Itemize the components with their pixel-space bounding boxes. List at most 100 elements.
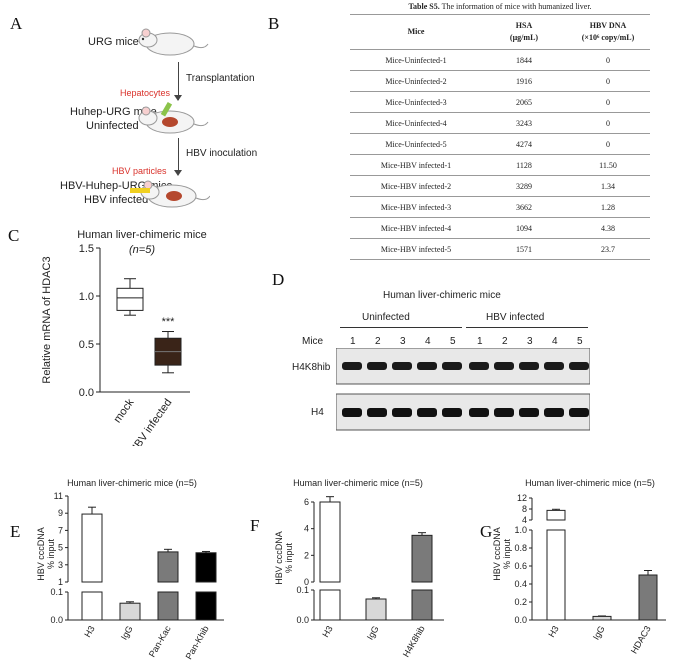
bar-h3-upper	[546, 509, 566, 521]
bar-pan-kac-upper	[157, 551, 179, 583]
lane-number: 5	[577, 336, 583, 347]
table-row: Mice-HBV infected-2 3289 1.34	[350, 175, 650, 197]
y-tick-label: 9	[58, 508, 63, 518]
urg-mice-label: URG mice	[88, 36, 139, 48]
lane-number: 3	[400, 336, 406, 347]
chart-title: Human liver-chimeric mice (n=5)	[525, 478, 655, 488]
bar-h3-upper	[319, 501, 341, 583]
y-tick-label: 2	[304, 550, 309, 560]
huhep-urg-label: Huhep-URG mice	[70, 106, 157, 118]
bar-igg	[365, 598, 387, 621]
table-cell-hsa: 4274	[482, 133, 566, 155]
table-cell-hsa: 3662	[482, 196, 566, 218]
bar-h4k8hib	[411, 589, 433, 621]
band-h4	[469, 408, 489, 417]
urg-mouse-illustration	[138, 28, 209, 56]
col-hbv: HBV DNA (×10⁶ copy/mL)	[566, 14, 650, 50]
lane-number: 1	[350, 336, 356, 347]
table-cell-hsa: 3243	[482, 112, 566, 134]
band-h4	[494, 408, 514, 417]
x-tick-label: IgG	[119, 624, 135, 642]
y-tick-label: 0	[304, 577, 309, 587]
y-tick-label: 0.6	[514, 561, 527, 571]
panel-g-label: G	[480, 522, 493, 541]
bar-h4k8hib-upper	[411, 534, 433, 583]
band-h4k8hib	[342, 362, 362, 370]
band-h4	[367, 408, 387, 417]
panel-e-label: E	[10, 522, 21, 541]
mice-info-table: Mice HSA (µg/mL) HBV DNA (×10⁶ copy/mL) Mi…	[350, 14, 650, 260]
lane-number: 4	[552, 336, 558, 347]
bar-pan-kac	[157, 591, 179, 621]
y-tick-label: 0.1	[296, 585, 309, 595]
table-row: Mice-HBV infected-1 1128 11.50	[350, 154, 650, 176]
table-cell-hbv: 0	[566, 49, 650, 71]
table-cell-mice: Mice-Uninfected-4	[350, 112, 482, 134]
y-tick-label: 0.1	[50, 587, 63, 597]
band-h4	[569, 408, 589, 417]
blot-title: Human liver-chimeric mice	[383, 290, 501, 301]
table-cell-mice: Mice-HBV infected-5	[350, 238, 482, 260]
y-tick-label: 11	[54, 491, 63, 501]
band-h4k8hib	[494, 362, 514, 370]
y-tick-label: 8	[522, 504, 527, 514]
band-h4	[417, 408, 437, 417]
band-h4k8hib	[392, 362, 412, 370]
table-cell-hsa: 2065	[482, 91, 566, 113]
western-blot	[336, 348, 590, 431]
bar-pan-khib-upper	[195, 552, 217, 583]
x-tick-label: Pan-Kac	[147, 624, 173, 659]
band-h4	[342, 408, 362, 417]
table-cell-mice: Mice-Uninfected-2	[350, 70, 482, 92]
x-tick-label: H4K8hib	[401, 624, 427, 659]
x-tick-label: H3	[82, 624, 96, 639]
y-tick-label: 0.0	[50, 615, 63, 625]
significance-annotation: ***	[162, 316, 176, 328]
y-axis-label: % input	[284, 542, 294, 573]
lane-number: 4	[425, 336, 431, 347]
table-cell-hsa: 1844	[482, 49, 566, 71]
table-cell-hsa: 1128	[482, 154, 566, 176]
bar-igg	[592, 615, 612, 621]
y-axis-label: % input	[46, 538, 56, 569]
x-tick-label: mock	[112, 396, 137, 425]
group-hbv-infected: HBV infected	[486, 312, 545, 323]
table-row: Mice-Uninfected-5 4274 0	[350, 133, 650, 155]
table-cell-hbv: 1.34	[566, 175, 650, 197]
y-tick-label: 4	[304, 524, 309, 534]
band-label-h4: H4	[311, 407, 324, 418]
lane-number: 2	[375, 336, 381, 347]
panel-c-boxplot: Human liver-chimeric mice (n=5) 0.0 0.5 1.0 1…	[41, 229, 207, 446]
bar-igg	[119, 602, 141, 621]
table-cell-hbv: 23.7	[566, 238, 650, 260]
table-cell-mice: Mice-Uninfected-3	[350, 91, 482, 113]
y-tick-label: 12	[517, 493, 527, 503]
panel-d-label: D	[272, 270, 285, 289]
caption-bold: Table S5.	[408, 2, 440, 11]
table-cell-hbv: 0	[566, 112, 650, 134]
group-line-uninfected	[340, 327, 462, 328]
table-cell-hbv: 4.38	[566, 217, 650, 239]
group-line-hbv	[466, 327, 588, 328]
y-tick-label: 4	[522, 515, 527, 525]
y-tick-label: 0.2	[514, 597, 527, 607]
chart-title: Human liver-chimeric mice (n=5)	[67, 478, 197, 488]
y-tick-label: 5	[58, 543, 63, 553]
table-row: Mice-Uninfected-4 3243 0	[350, 112, 650, 134]
bar-h3	[319, 589, 341, 621]
panel-a-label: A	[10, 14, 23, 33]
y-axis-label: HBV cccDNA	[36, 527, 46, 581]
y-tick-label: 0.4	[514, 579, 527, 589]
hbv-inoculation-label: HBV inoculation	[186, 148, 258, 159]
bar-pan-khib	[195, 591, 217, 621]
table-cell-mice: Mice-HBV infected-2	[350, 175, 482, 197]
y-axis-label: HBV cccDNA	[274, 531, 284, 585]
x-tick-label: IgG	[591, 624, 607, 642]
band-h4k8hib	[442, 362, 462, 370]
x-tick-label: IgG	[365, 624, 381, 642]
table-row: Mice-Uninfected-3 2065 0	[350, 91, 650, 113]
band-h4k8hib	[519, 362, 539, 370]
panel-b-label: B	[268, 14, 280, 33]
table-cell-hbv: 0	[566, 91, 650, 113]
